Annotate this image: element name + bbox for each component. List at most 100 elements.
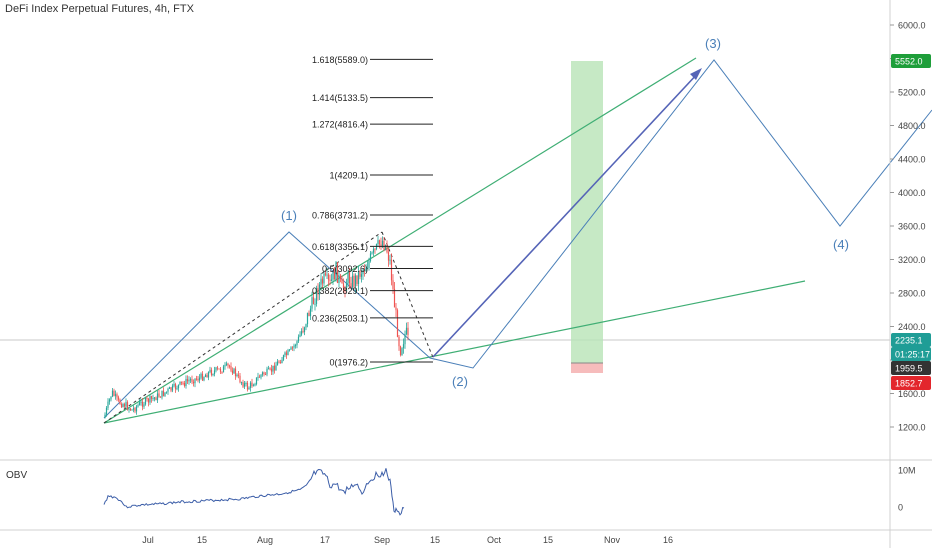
fib-level-label: 0.786(3731.2) [312, 211, 368, 221]
candle-body [126, 402, 129, 410]
candle-body [383, 240, 385, 250]
candle-body [215, 367, 217, 371]
x-tick-label: 15 [197, 535, 207, 545]
candle-body [372, 248, 375, 253]
candle-body [255, 377, 258, 385]
stop-zone-box[interactable] [571, 363, 603, 373]
candle-body [363, 270, 366, 272]
candle-body [288, 349, 291, 351]
candle-body [252, 385, 255, 387]
candle-body [177, 384, 180, 389]
candle-body [267, 368, 270, 370]
candle-body [260, 374, 262, 378]
candle-body [228, 365, 231, 367]
price-badge-text: 01:25:17 [895, 350, 930, 360]
candle-body [191, 379, 193, 382]
price-badge[interactable] [891, 54, 931, 68]
candle-body [330, 279, 333, 281]
candle-body [263, 372, 265, 375]
candle-body [135, 406, 138, 412]
candle-body [243, 383, 246, 387]
price-badge-text: 2235.1 [895, 336, 923, 346]
candle-body [110, 396, 112, 400]
candle-body [206, 374, 208, 378]
candle-body [294, 345, 297, 347]
candle-body [296, 341, 298, 346]
chart-title: DeFi Index Perpetual Futures, 4h, FTX [5, 3, 194, 15]
candle-body [107, 401, 109, 408]
candle-body [269, 368, 271, 370]
x-tick-label: 15 [543, 535, 553, 545]
retrace-dashed-line [381, 231, 435, 361]
candle-body [168, 387, 171, 389]
candle-body [105, 407, 108, 415]
candle-body [138, 402, 141, 406]
fib-level-label: 1.272(4816.4) [312, 120, 368, 130]
projection-arrow-line[interactable] [432, 71, 700, 358]
candle-body [278, 361, 280, 363]
candle-body [281, 359, 283, 364]
candle-body [317, 287, 319, 295]
candle-body [234, 368, 237, 377]
candle-body [401, 348, 403, 356]
candle-body [309, 308, 312, 317]
candle-body [132, 408, 135, 410]
candle-body [339, 275, 342, 279]
candle-body [342, 283, 345, 289]
candle-body [216, 367, 219, 369]
price-badge[interactable] [891, 361, 931, 375]
candle-body [182, 382, 184, 384]
target-zone-box[interactable] [571, 61, 603, 363]
price-badge[interactable] [891, 347, 931, 361]
candle-body [116, 394, 118, 398]
candle-body [180, 381, 183, 383]
candle-body [114, 394, 117, 396]
candle-body [380, 244, 382, 248]
candle-body [161, 390, 163, 398]
price-badge[interactable] [891, 376, 931, 390]
candle-body [222, 366, 225, 373]
x-tick-label: 15 [430, 535, 440, 545]
price-badge-text: 1852.7 [895, 379, 923, 389]
candle-body [141, 401, 144, 407]
wave-labels-layer: (1) (2) (3) (4) [281, 36, 849, 389]
candle-body [381, 240, 384, 248]
y-tick-label: 4800.0 [898, 121, 926, 131]
candle-body [221, 371, 223, 373]
price-badge[interactable] [891, 333, 931, 347]
candle-body [198, 377, 201, 381]
wave-label: (1) [281, 208, 297, 223]
candle-body [378, 240, 381, 245]
y-tick-label: 4400.0 [898, 155, 926, 165]
candle-body [225, 363, 228, 366]
candle-body [173, 384, 175, 386]
elliott-wave-path[interactable] [103, 59, 932, 419]
channel-lower-line[interactable] [103, 280, 806, 424]
candle-body [123, 404, 126, 407]
obv-line[interactable] [103, 468, 405, 516]
candle-body [192, 381, 195, 384]
y-tick-label: 3200.0 [898, 255, 926, 265]
candle-body [386, 244, 388, 253]
candle-body [258, 376, 261, 378]
candle-body [282, 355, 285, 360]
channel-upper-line[interactable] [103, 57, 697, 424]
candle-body [174, 384, 177, 390]
candle-body [323, 273, 325, 284]
obv-tick-label: 10M [898, 466, 916, 476]
obv-indicator-label[interactable]: OBV [6, 470, 28, 481]
candle-body [170, 387, 172, 391]
candle-body [149, 396, 151, 403]
candle-body [387, 252, 390, 261]
candle-body [332, 271, 334, 280]
candle-body [246, 382, 249, 390]
candle-body [237, 374, 240, 376]
wave-label: (4) [833, 237, 849, 252]
x-tick-label: Jul [142, 535, 154, 545]
candle-body [284, 352, 286, 356]
candle-body [242, 382, 244, 387]
candle-body [165, 391, 168, 393]
candle-body [318, 284, 321, 295]
